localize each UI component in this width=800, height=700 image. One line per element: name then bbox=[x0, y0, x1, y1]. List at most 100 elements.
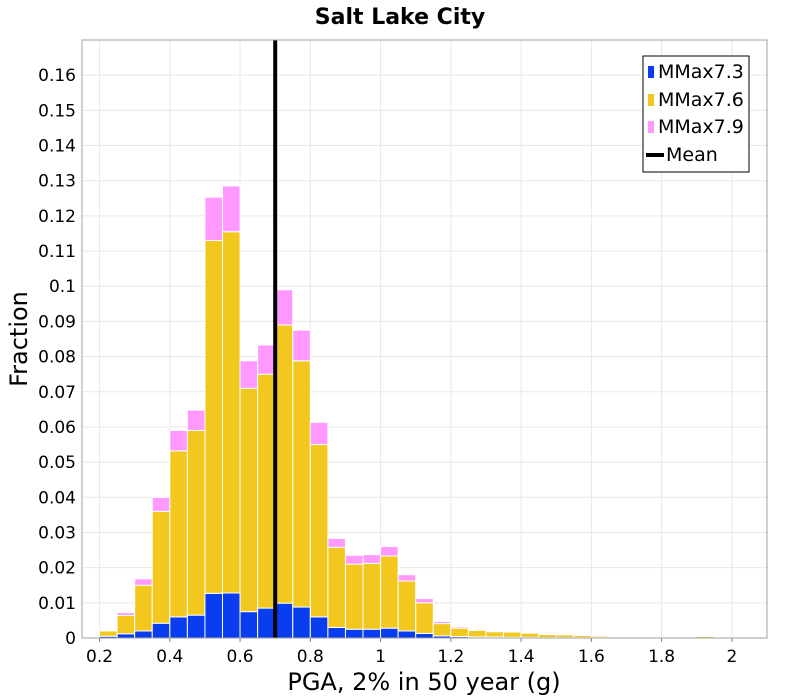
y-tick-label: 0.04 bbox=[38, 488, 76, 508]
bar-mmax73 bbox=[380, 627, 399, 639]
bar-mmax76 bbox=[590, 635, 610, 639]
plot-frame bbox=[81, 39, 768, 639]
y-axis-ticks: 0 0.01 0.02 0.03 0.04 0.05 0.06 0.07 0.08 0.09 0.1… bbox=[38, 66, 76, 649]
bar-mmax76 bbox=[292, 360, 311, 608]
y-tick-label: 0.14 bbox=[38, 137, 76, 157]
bar-mmax76 bbox=[274, 324, 294, 604]
legend-box bbox=[642, 55, 750, 173]
y-tick-label: 0.06 bbox=[38, 418, 76, 438]
bar-mmax73 bbox=[239, 611, 259, 639]
bar-mmax79 bbox=[415, 598, 434, 604]
bar-mmax79 bbox=[362, 554, 382, 564]
bar-mmax79 bbox=[432, 620, 452, 625]
bar-mmax73 bbox=[116, 633, 136, 639]
bar-mmax79 bbox=[222, 185, 241, 233]
legend-swatch-mmax73 bbox=[648, 66, 654, 78]
bar-mmax76 bbox=[397, 580, 417, 632]
legend-label-mmax76: MMax7.6 bbox=[658, 89, 744, 111]
y-tick-label: 0 bbox=[65, 629, 76, 649]
bar-mmax79 bbox=[186, 409, 206, 431]
y-tick-label: 0.12 bbox=[38, 207, 76, 227]
bar-mmax76 bbox=[186, 429, 206, 616]
x-tick-label: 0.8 bbox=[297, 647, 324, 667]
bar-mmax79 bbox=[274, 289, 294, 326]
bar-mmax76 bbox=[239, 387, 259, 613]
bar-mmax73 bbox=[292, 606, 311, 639]
bar-mmax73 bbox=[204, 592, 224, 639]
x-tick-label: 1.8 bbox=[648, 647, 675, 667]
bar-mmax76 bbox=[169, 450, 188, 618]
y-axis-label: Fraction bbox=[5, 291, 33, 387]
y-tick-label: 0.1 bbox=[49, 277, 76, 297]
bar-mmax79 bbox=[397, 574, 417, 582]
bar-mmax73 bbox=[344, 628, 364, 639]
bar-mmax76 bbox=[309, 444, 329, 618]
bar-mmax76 bbox=[327, 546, 346, 628]
x-axis-ticks: 0.2 0.4 0.6 0.8 1 1.2 1.4 1.6 1.8 2 bbox=[86, 638, 737, 667]
x-tick-label: 2 bbox=[726, 647, 737, 667]
bar-mmax76 bbox=[450, 627, 469, 638]
bar-mmax73 bbox=[397, 630, 417, 639]
x-axis-label: PGA, 2% in 50 year (g) bbox=[287, 668, 560, 696]
bar-mmax79 bbox=[151, 496, 171, 512]
bar-mmax79 bbox=[116, 612, 136, 616]
y-tick-label: 0.16 bbox=[38, 66, 76, 86]
bar-mmax73 bbox=[309, 616, 329, 639]
bar-mmax79 bbox=[327, 537, 346, 548]
bar-mmax76 bbox=[520, 632, 540, 638]
bar-mmax76 bbox=[485, 631, 505, 638]
x-tick-label: 1.6 bbox=[578, 647, 605, 667]
y-tick-label: 0.02 bbox=[38, 559, 76, 579]
legend-label-mmax73: MMax7.3 bbox=[658, 61, 744, 83]
bar-mmax79 bbox=[292, 329, 311, 362]
y-tick-label: 0.13 bbox=[38, 172, 76, 192]
bar-mmax79 bbox=[257, 344, 276, 375]
x-tick-label: 0.4 bbox=[156, 647, 183, 667]
bar-mmax79 bbox=[467, 628, 487, 631]
bar-mmax76 bbox=[415, 602, 434, 634]
bar-mmax76 bbox=[99, 630, 118, 637]
bar-mmax79 bbox=[503, 630, 522, 633]
bar-mmax76 bbox=[204, 240, 224, 594]
bar-mmax79 bbox=[169, 429, 188, 452]
y-tick-label: 0.11 bbox=[38, 242, 76, 262]
bar-mmax73 bbox=[169, 616, 188, 639]
bar-mmax73 bbox=[151, 622, 171, 639]
bar-mmax76 bbox=[362, 562, 382, 630]
bar-mmax73 bbox=[274, 602, 294, 639]
y-tick-label: 0.08 bbox=[38, 348, 76, 368]
legend-label-mean: Mean bbox=[666, 144, 718, 166]
legend-label-mmax79: MMax7.9 bbox=[658, 116, 744, 138]
bar-mmax73 bbox=[362, 628, 382, 639]
bar-mmax73 bbox=[222, 592, 241, 639]
bar-mmax76 bbox=[81, 635, 101, 638]
bar-mmax76 bbox=[467, 629, 487, 638]
legend-swatch-mmax76 bbox=[648, 94, 654, 106]
bar-mmax79 bbox=[520, 631, 540, 634]
bar-mmax73 bbox=[134, 630, 153, 639]
bar-mmax79 bbox=[239, 360, 259, 389]
bar-mmax79 bbox=[380, 546, 399, 557]
bar-mmax76 bbox=[134, 584, 153, 632]
y-tick-label: 0.05 bbox=[38, 453, 76, 473]
x-tick-label: 1.4 bbox=[508, 647, 535, 667]
bar-mmax73 bbox=[186, 614, 206, 639]
bar-mmax73 bbox=[257, 607, 276, 639]
x-tick-label: 0.6 bbox=[227, 647, 254, 667]
chart-title: Salt Lake City bbox=[315, 5, 485, 30]
bar-mmax73 bbox=[415, 632, 434, 639]
bar-mmax76 bbox=[116, 614, 136, 635]
bar-mmax76 bbox=[344, 563, 364, 630]
bar-mmax76 bbox=[380, 555, 399, 629]
y-tick-label: 0.01 bbox=[38, 594, 76, 614]
bar-mmax73 bbox=[327, 626, 346, 639]
bar-mmax76 bbox=[503, 631, 522, 638]
bar-mmax79 bbox=[344, 554, 364, 565]
x-tick-label: 0.2 bbox=[86, 647, 113, 667]
bar-mmax76 bbox=[222, 231, 241, 594]
bar-mmax76 bbox=[257, 373, 276, 609]
x-tick-label: 1.2 bbox=[437, 647, 464, 667]
bar-mmax79 bbox=[309, 421, 329, 446]
bar-mmax79 bbox=[204, 196, 224, 242]
